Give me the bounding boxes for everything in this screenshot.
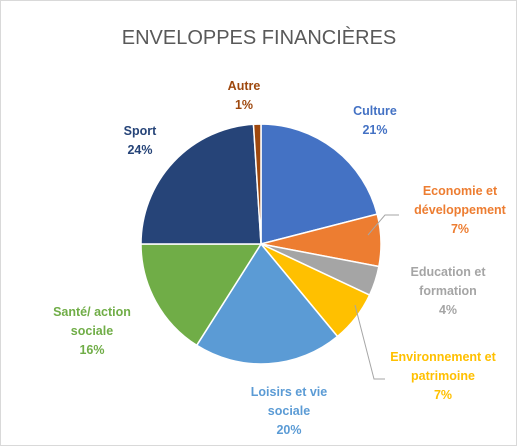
data-label-category: Autre (228, 79, 261, 93)
data-label-sport: Sport 24% (124, 124, 157, 157)
data-label-economie-et-developpement: Economie et développement 7% (414, 184, 507, 236)
data-label-category: Education et (410, 265, 486, 279)
leader-line-economie-et-developpement (367, 214, 399, 236)
data-label-category: Culture (353, 104, 397, 118)
data-label-environnement-et-patrimoine: Environnement et patrimoine 7% (390, 350, 496, 402)
pie-slices (140, 123, 382, 365)
data-label-category: Sport (124, 124, 157, 138)
data-label-loisirs-et-vie-sociale: Loisirs et vie sociale 20% (251, 385, 327, 437)
data-label-value: 21% (362, 123, 387, 137)
slice-sport (140, 123, 262, 245)
data-label-value: 4% (439, 303, 457, 317)
data-label-category: Santé/ action (53, 305, 131, 319)
slice-autre (252, 123, 262, 245)
data-label-category: Economie et (423, 184, 498, 198)
data-label-value: 7% (434, 388, 452, 402)
data-label-education-et-formation: Education et formation 4% (410, 265, 486, 317)
data-label-category: sociale (268, 404, 310, 418)
chart-title: ENVELOPPES FINANCIÈRES (122, 26, 397, 49)
slice-sante-action-sociale (140, 243, 263, 347)
data-label-value: 20% (276, 423, 301, 437)
data-labels: Culture 21% Economie et développement 7% Educ… (53, 79, 507, 437)
data-label-value: 7% (451, 222, 469, 236)
data-label-category: sociale (71, 324, 113, 338)
data-label-autre: Autre 1% (228, 79, 261, 112)
data-label-value: 16% (79, 343, 104, 357)
data-label-sante-action-sociale: Santé/ action sociale 16% (53, 305, 131, 357)
slice-loisirs-et-vie-sociale (195, 242, 339, 365)
data-label-value: 24% (127, 143, 152, 157)
data-label-category: formation (419, 284, 477, 298)
data-label-category: Environnement et (390, 350, 496, 364)
data-label-category: développement (414, 203, 507, 217)
leader-line-environnement-et-patrimoine (354, 304, 385, 380)
leader-lines (354, 214, 399, 380)
data-label-value: 1% (235, 98, 253, 112)
data-label-culture: Culture 21% (353, 104, 397, 137)
data-label-category: patrimoine (411, 369, 475, 383)
slice-culture (260, 123, 379, 245)
data-label-category: Loisirs et vie (251, 385, 327, 399)
